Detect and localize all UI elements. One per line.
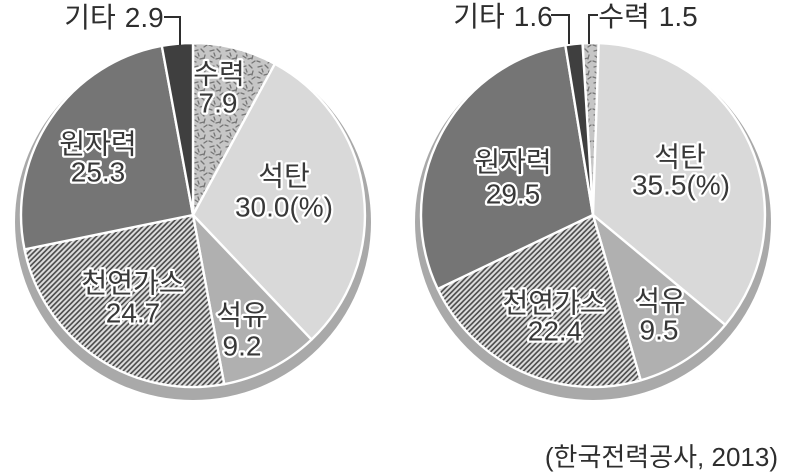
callout-leader-line (551, 14, 570, 44)
slice-callout-label: 기타 2.9 (64, 2, 163, 33)
slice-label-value: 29.5 (486, 179, 541, 210)
slice-label-value: 9.5 (640, 315, 679, 346)
slice-label-value: 30.0(%) (235, 192, 333, 223)
slice-label-name: 석유 (216, 300, 268, 331)
slice-label-value: 7.9 (199, 88, 238, 119)
pie-slice-6 (564, 42, 595, 217)
pie-slice-4 (436, 213, 642, 389)
pie-slice-3 (591, 213, 727, 382)
callout-leader-line (588, 14, 598, 44)
slice-label-name: 천연가스 (502, 288, 605, 319)
pie-slice-5 (419, 44, 595, 291)
slice-label-value: 35.5(%) (632, 170, 730, 201)
slice-label-value: 22.4 (528, 316, 583, 347)
pie-slice-5 (19, 44, 195, 251)
slice-callout-label: 기타 1.6 (453, 1, 552, 32)
pie-slice-6 (160, 41, 195, 217)
slice-label-name: 원자력 (474, 147, 551, 178)
callout-leader-line (164, 16, 181, 45)
slice-label-name: 석탄 (654, 142, 706, 173)
slice-label-name: 석탄 (258, 161, 310, 192)
slice-callout-label: 수력 1.5 (598, 1, 697, 32)
slice-label-value: 24.7 (106, 298, 161, 329)
source-caption: (한국전력공사, 2013) (544, 442, 778, 472)
pie-slice-3 (191, 213, 313, 386)
slice-label-value: 9.2 (223, 331, 262, 362)
pie-slice-2 (591, 41, 767, 327)
pie-slice-4 (23, 213, 226, 389)
slice-label-name: 수력 (193, 59, 245, 90)
slice-label-name: 천연가스 (81, 268, 184, 299)
pie-slice-2 (191, 62, 367, 341)
slice-label-name: 석유 (634, 286, 686, 317)
slice-label-name: 원자력 (59, 129, 136, 160)
slice-label-value: 25.3 (71, 157, 126, 188)
